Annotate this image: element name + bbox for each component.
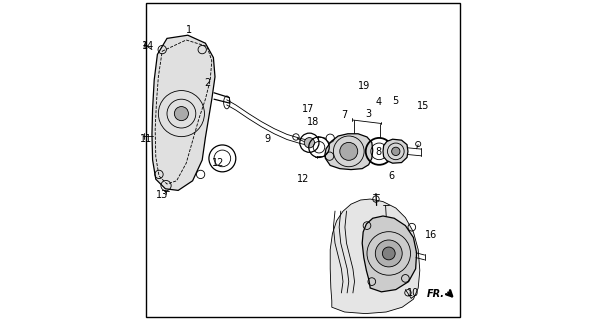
- Text: 14: 14: [142, 41, 154, 52]
- Text: 17: 17: [302, 104, 314, 114]
- Circle shape: [382, 247, 395, 260]
- Polygon shape: [330, 199, 420, 314]
- Polygon shape: [152, 35, 215, 190]
- Circle shape: [340, 142, 358, 160]
- Text: 10: 10: [407, 288, 419, 298]
- Polygon shape: [325, 134, 373, 170]
- Circle shape: [304, 138, 315, 148]
- Text: 18: 18: [307, 116, 319, 127]
- Text: 2: 2: [204, 78, 210, 88]
- Circle shape: [175, 107, 188, 121]
- Text: 4: 4: [375, 97, 381, 108]
- Text: 7: 7: [341, 110, 348, 120]
- Circle shape: [391, 147, 400, 156]
- Text: 16: 16: [425, 230, 437, 240]
- Text: 5: 5: [393, 96, 399, 106]
- Text: 11: 11: [140, 134, 152, 144]
- Text: FR.: FR.: [427, 289, 445, 299]
- Text: 8: 8: [375, 147, 381, 157]
- Text: 13: 13: [156, 190, 168, 200]
- Text: 1: 1: [186, 25, 193, 36]
- Polygon shape: [383, 139, 408, 163]
- Text: 9: 9: [265, 134, 271, 144]
- Text: 12: 12: [212, 158, 224, 168]
- Text: 15: 15: [417, 100, 429, 111]
- Circle shape: [375, 240, 402, 267]
- Polygon shape: [362, 216, 416, 292]
- Text: 12: 12: [297, 174, 309, 184]
- Text: 6: 6: [388, 171, 394, 181]
- Text: 3: 3: [365, 108, 371, 119]
- Text: 19: 19: [358, 81, 370, 92]
